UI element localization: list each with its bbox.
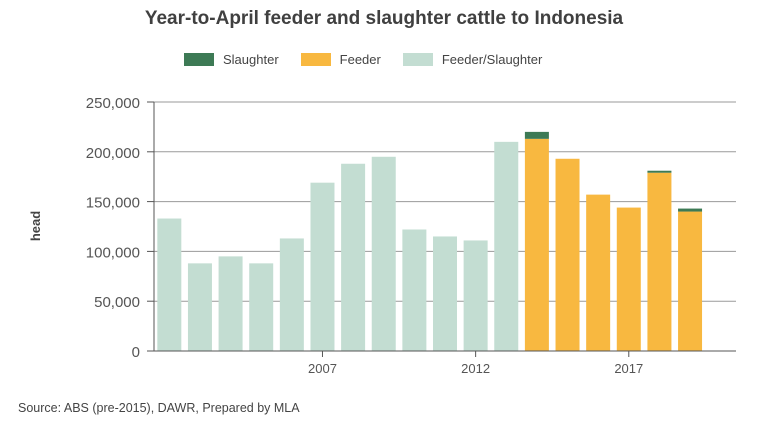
legend-swatch-feeder [300, 53, 331, 66]
legend: Slaughter Feeder Feeder/Slaughter [184, 52, 564, 67]
x-tick-label: 2017 [614, 361, 643, 376]
bar-slaughter-2019 [678, 208, 703, 212]
source-note: Source: ABS (pre-2015), DAWR, Prepared b… [18, 401, 300, 415]
bar-feeder-slaughter-2007 [310, 182, 335, 351]
bar-feeder-slaughter-2013 [494, 141, 519, 351]
bar-feeder-slaughter-2009 [371, 156, 396, 351]
axes: 0 50,000 100,000 150,000 200,000 250,000 2007 2… [86, 95, 736, 376]
bar-feeder-slaughter-2010 [402, 229, 427, 351]
bar-feeder-slaughter-2003 [187, 263, 212, 351]
legend-swatch-slaughter [184, 53, 214, 66]
y-axis-label: head [28, 211, 43, 241]
y-tick-label: 100,000 [86, 244, 140, 261]
bar-feeder-2016 [586, 194, 611, 351]
bar-feeder-slaughter-2002 [157, 218, 182, 351]
bar-feeder-2017 [616, 207, 641, 351]
x-tick-label: 2007 [308, 361, 337, 376]
bars [157, 131, 703, 351]
bar-feeder-slaughter-2006 [279, 238, 304, 351]
legend-item-feeder: Feeder [300, 52, 381, 67]
legend-item-feeder-slaughter: Feeder/Slaughter [402, 52, 543, 67]
bar-feeder-slaughter-2012 [463, 240, 488, 351]
bar-feeder-2018 [647, 172, 672, 351]
bar-feeder-slaughter-2011 [433, 236, 457, 351]
y-tick-label: 150,000 [86, 195, 140, 212]
bar-feeder-2014 [524, 138, 549, 351]
chart-title: Year-to-April feeder and slaughter cattl… [144, 8, 624, 29]
x-tick-label: 2012 [461, 361, 490, 376]
legend-label-feeder-slaughter: Feeder/Slaughter [441, 52, 543, 67]
y-tick-label: 50,000 [94, 294, 140, 311]
legend-item-slaughter: Slaughter [184, 52, 279, 67]
bar-slaughter-2018 [647, 170, 672, 173]
bar-feeder-slaughter-2005 [249, 263, 274, 351]
chart-plot: 0 50,000 100,000 150,000 200,000 250,000 2007 2… [28, 95, 736, 376]
bar-feeder-slaughter-2008 [341, 163, 366, 351]
bar-feeder-2015 [555, 158, 580, 351]
bar-slaughter-2014 [524, 131, 549, 139]
legend-label-feeder: Feeder [339, 52, 381, 67]
y-tick-label: 0 [132, 344, 140, 361]
legend-label-slaughter: Slaughter [223, 52, 279, 67]
legend-swatch-feeder-slaughter [402, 53, 433, 66]
bar-feeder-slaughter-2004 [218, 256, 243, 351]
bar-feeder-2019 [678, 211, 703, 351]
y-tick-label: 250,000 [86, 95, 140, 112]
y-tick-label: 200,000 [86, 145, 140, 162]
